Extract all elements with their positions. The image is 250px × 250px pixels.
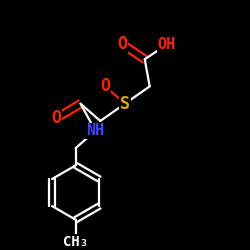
Text: O: O [51, 110, 61, 128]
Text: S: S [120, 95, 130, 113]
Text: OH: OH [158, 37, 176, 52]
Text: O: O [118, 36, 128, 54]
Text: CH₃: CH₃ [63, 235, 88, 249]
Text: O: O [100, 78, 110, 96]
Text: NH: NH [86, 123, 104, 138]
